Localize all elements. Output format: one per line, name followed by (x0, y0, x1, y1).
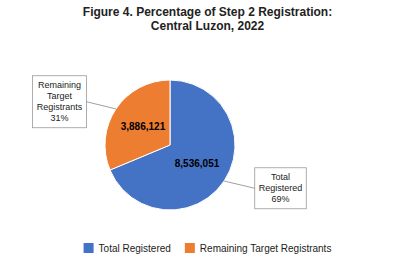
annotation: RemainingTargetRegistrants31% (32, 76, 115, 128)
legend-label: Total Registered (99, 243, 171, 254)
data-label: 3,886,121 (121, 121, 166, 132)
legend-swatch (84, 243, 94, 253)
annotation-box (255, 168, 307, 209)
annotation-leader (87, 102, 116, 109)
annotation-leader (224, 181, 255, 188)
annotation-box (32, 76, 86, 128)
title: Figure 4. Percentage of Step 2 Registrat… (83, 5, 332, 33)
annotation-text: RemainingTargetRegistrants31% (37, 80, 83, 123)
legend: Total Registered Remaining Target Registr… (84, 243, 332, 254)
annotation-text: TotalRegistered69% (259, 172, 303, 204)
slices (105, 80, 235, 210)
data-label: 8,536,051 (175, 158, 220, 169)
legend-label: Remaining Target Registrants (200, 243, 332, 254)
background (0, 0, 415, 260)
legend-swatch (185, 243, 195, 253)
chart: Figure 4. Percentage of Step 2 Registrat… (0, 0, 415, 260)
slice (105, 80, 170, 170)
annotation: TotalRegistered69% (224, 168, 306, 209)
